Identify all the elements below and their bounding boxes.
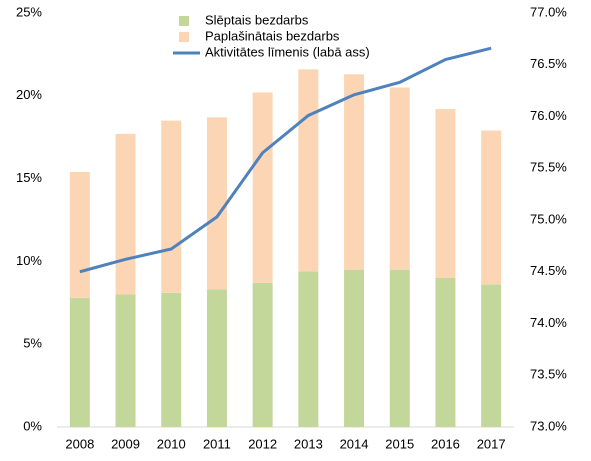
bar (252, 92, 273, 283)
x-tick-label: 2017 (477, 436, 506, 451)
bar (344, 269, 365, 427)
bar (435, 277, 456, 427)
x-tick-label: 2012 (248, 436, 277, 451)
y2-tick-label: 75.0% (530, 211, 567, 226)
y2-tick-label: 74.5% (530, 263, 567, 278)
x-tick-label: 2014 (340, 436, 369, 451)
legend-swatch (179, 16, 189, 26)
line (79, 46, 492, 274)
y2-tick-label: 77.0% (530, 4, 567, 19)
x-tick-label: 2011 (203, 436, 231, 451)
x-tick-label: 2010 (157, 436, 186, 451)
bar (389, 269, 410, 427)
y-tick-label: 20% (16, 87, 42, 102)
bar (389, 87, 410, 270)
bar (69, 171, 90, 298)
y2-tick-label: 73.0% (530, 418, 567, 433)
y2-tick-label: 76.5% (530, 56, 567, 71)
y2-tick-label: 74.0% (530, 315, 567, 330)
bar (298, 69, 319, 272)
bar (344, 74, 365, 270)
bar (481, 130, 502, 285)
x-tick-label: 2013 (294, 436, 323, 451)
bar (161, 120, 182, 293)
legend-label: Aktivitātes līmenis (labā ass) (205, 44, 370, 59)
y-tick-label: 10% (16, 253, 42, 268)
bar (298, 271, 319, 427)
bar (252, 282, 273, 427)
bar (115, 133, 136, 295)
x-tick-label: 2015 (385, 436, 414, 451)
legend-swatch (179, 32, 189, 42)
x-tick-label: 2009 (111, 436, 140, 451)
y-tick-label: 15% (16, 170, 42, 185)
bar (481, 284, 502, 427)
bar (206, 289, 227, 427)
bar (115, 294, 136, 427)
bar (69, 297, 90, 427)
legend-label: Paplašinātais bezdarbs (205, 28, 340, 43)
y-tick-label: 0% (23, 418, 42, 433)
x-tick-label: 2008 (65, 436, 94, 451)
x-tick-label: 2016 (431, 436, 460, 451)
bar (435, 109, 456, 278)
bar (206, 117, 227, 290)
y2-tick-label: 76.0% (530, 108, 567, 123)
y2-tick-label: 75.5% (530, 160, 567, 175)
legend-label: Slēptais bezdarbs (205, 12, 309, 27)
y-tick-label: 5% (23, 336, 42, 351)
y-tick-label: 25% (16, 4, 42, 19)
bar (161, 292, 182, 427)
y2-tick-label: 73.5% (530, 367, 567, 382)
